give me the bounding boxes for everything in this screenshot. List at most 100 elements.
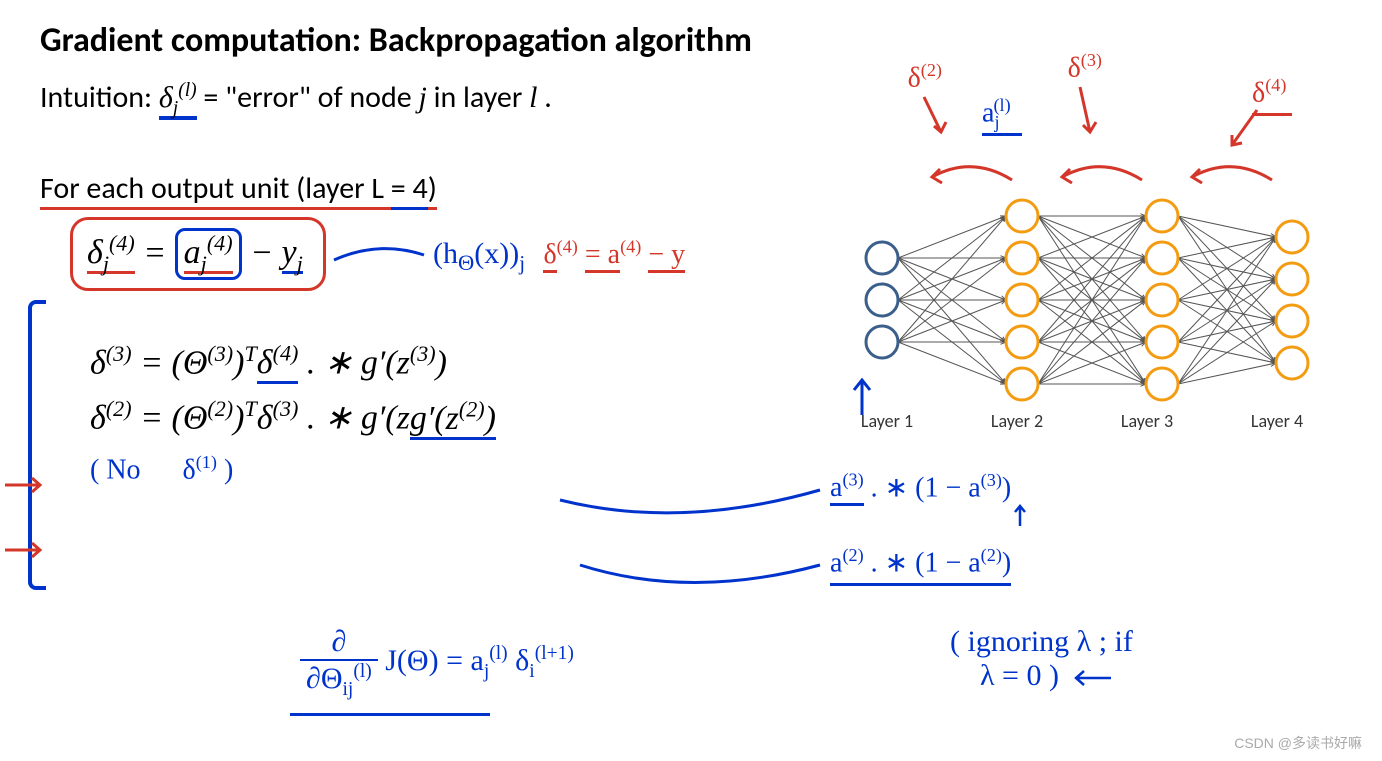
f3-body: = (Θ [140, 344, 207, 381]
f3-sup3: (3) [410, 341, 436, 366]
vec-minus-y: − y [648, 239, 685, 273]
dt2s: (2) [921, 60, 942, 80]
delta3-top-annot: δ(3) [1068, 50, 1102, 84]
d4-minus: − [250, 234, 281, 271]
dt4: δ [1252, 77, 1265, 108]
f2-body: = (Θ [140, 400, 207, 437]
h-open: (h [433, 237, 458, 270]
ignore-lambda-note: ( ignoring λ ; if λ = 0 ) [950, 625, 1133, 693]
pd-j: J(Θ) = a [385, 644, 484, 677]
dt2: δ [908, 62, 921, 93]
aj-sup: (l) [994, 95, 1011, 115]
layer-3-label: Layer 3 [1121, 410, 1173, 432]
h-theta: Θ [458, 250, 474, 275]
pd-j-sup: (l) [489, 643, 507, 664]
gp2-mid: . ∗ (1 − a [864, 547, 981, 578]
nd1-a: ( No [90, 454, 141, 485]
delta-sub-j: j [173, 98, 178, 119]
f2-d2: δ [257, 400, 273, 437]
f3-sup: (3) [106, 341, 132, 366]
pd-di-sub: i [529, 661, 534, 682]
h-theta-annotation: (hΘ(x))j [433, 237, 533, 270]
left-arrow-icon [1066, 666, 1116, 691]
d4-eq: = [143, 234, 174, 271]
f2-sup3: (3) [273, 396, 299, 421]
f2-sup2: (2) [207, 396, 233, 421]
watermark-text: CSDN @多读书好嘛 [1234, 733, 1362, 753]
nd1-b: δ [183, 454, 196, 485]
f3-d2: δ [257, 344, 273, 381]
backward-arrows [842, 155, 1322, 205]
partial-derivative-formula: ∂ ∂Θij(l) J(Θ) = aj(l) δi(l+1) [300, 625, 574, 716]
delta4-top-annot: δ(4) [1252, 75, 1292, 116]
nd1-end: ) [224, 454, 233, 485]
intuition-period: . [544, 79, 552, 116]
intuition-prefix: Intuition: [40, 79, 159, 116]
f3-end: ) [436, 344, 447, 381]
layer-4-label: Layer 4 [1251, 410, 1303, 432]
intuition-l: l [529, 81, 537, 114]
page-title: Gradient computation: Backpropagation al… [40, 20, 1342, 61]
down-arrow-icon [1222, 105, 1272, 155]
dt4s: (4) [1265, 75, 1286, 95]
delta2-top-annot: δ(2) [908, 60, 942, 94]
f3-sup2: (3) [207, 341, 233, 366]
vector-eq-annotation: δ(4) = a(4) − y [543, 239, 685, 270]
gp3-sup: (3) [842, 470, 863, 490]
f2-supz: (2) [459, 396, 485, 421]
dt3s: (3) [1081, 50, 1102, 70]
h-x: (x)) [474, 237, 519, 270]
pd-num: ∂ [300, 625, 378, 661]
gp3-mid: . ∗ (1 − a [864, 472, 981, 503]
f2-dot: . ∗ g′(z [298, 400, 409, 437]
d4-a: a [184, 234, 201, 271]
d4-sup: (4) [109, 231, 135, 256]
h-j: j [519, 251, 525, 275]
intuition-eq: = "error" of node [203, 79, 418, 116]
f3-T: T [245, 341, 257, 366]
gprime2-annotation: a(2) . ∗ (1 − a(2)) [830, 545, 1011, 586]
f2-d: δ [90, 400, 106, 437]
pd-den-a: ∂Θ [306, 662, 343, 695]
d4-delta: δ [87, 234, 103, 271]
delta-sup-l: (l) [178, 80, 196, 101]
connector-swoops [540, 470, 840, 610]
aj-a: a [982, 97, 994, 128]
nd1-sup: (1) [196, 452, 217, 472]
gp2-sup: (2) [842, 545, 863, 565]
vec-delta: δ [543, 239, 556, 270]
vec-sup: (4) [557, 237, 578, 257]
d4-y-sub: j [297, 251, 303, 276]
left-red-arrows [0, 470, 50, 590]
dt3: δ [1068, 52, 1081, 83]
f2-t: ) [233, 400, 244, 437]
f2-end: ) [485, 400, 496, 437]
pd-den-sub: ij [343, 679, 354, 700]
d4-a-sup: (4) [207, 231, 233, 256]
connector-curve [329, 235, 429, 285]
pd-di-sup: (l+1) [535, 643, 574, 664]
vec-sup2: (4) [620, 237, 641, 257]
delta4-formula-box: δj(4) = aj(4) − yj [70, 217, 326, 291]
f3-t: ) [233, 344, 244, 381]
f3-sup4: (4) [273, 341, 299, 366]
gp2-end: ) [1002, 547, 1011, 578]
layer1-up-arrow [842, 370, 882, 420]
intuition-line: Intuition: δj(l) = "error" of node j in … [40, 79, 1342, 120]
delta-symbol: δ [159, 81, 173, 114]
pd-di: δ [515, 644, 529, 677]
f2-sup: (2) [106, 396, 132, 421]
layer-2-label: Layer 2 [991, 410, 1043, 432]
d4-y: y [282, 234, 297, 271]
up-arrow-icon [1005, 498, 1035, 528]
intuition-inlayer: in layer [434, 79, 530, 116]
pd-j-sub: j [484, 661, 489, 682]
gprime3-annotation: a(3) . ∗ (1 − a(3)) [830, 470, 1011, 504]
layer-labels-row: Layer 1 Layer 2 Layer 3 Layer 4 [822, 410, 1342, 432]
down-arrow-icon [1068, 82, 1108, 142]
intuition-j: j [418, 81, 426, 114]
f2-T: T [245, 396, 257, 421]
gp2-sup2: (2) [981, 545, 1002, 565]
aj-top-annot: aj(l) [982, 95, 1022, 136]
ig-2: λ = 0 ) [980, 659, 1059, 692]
